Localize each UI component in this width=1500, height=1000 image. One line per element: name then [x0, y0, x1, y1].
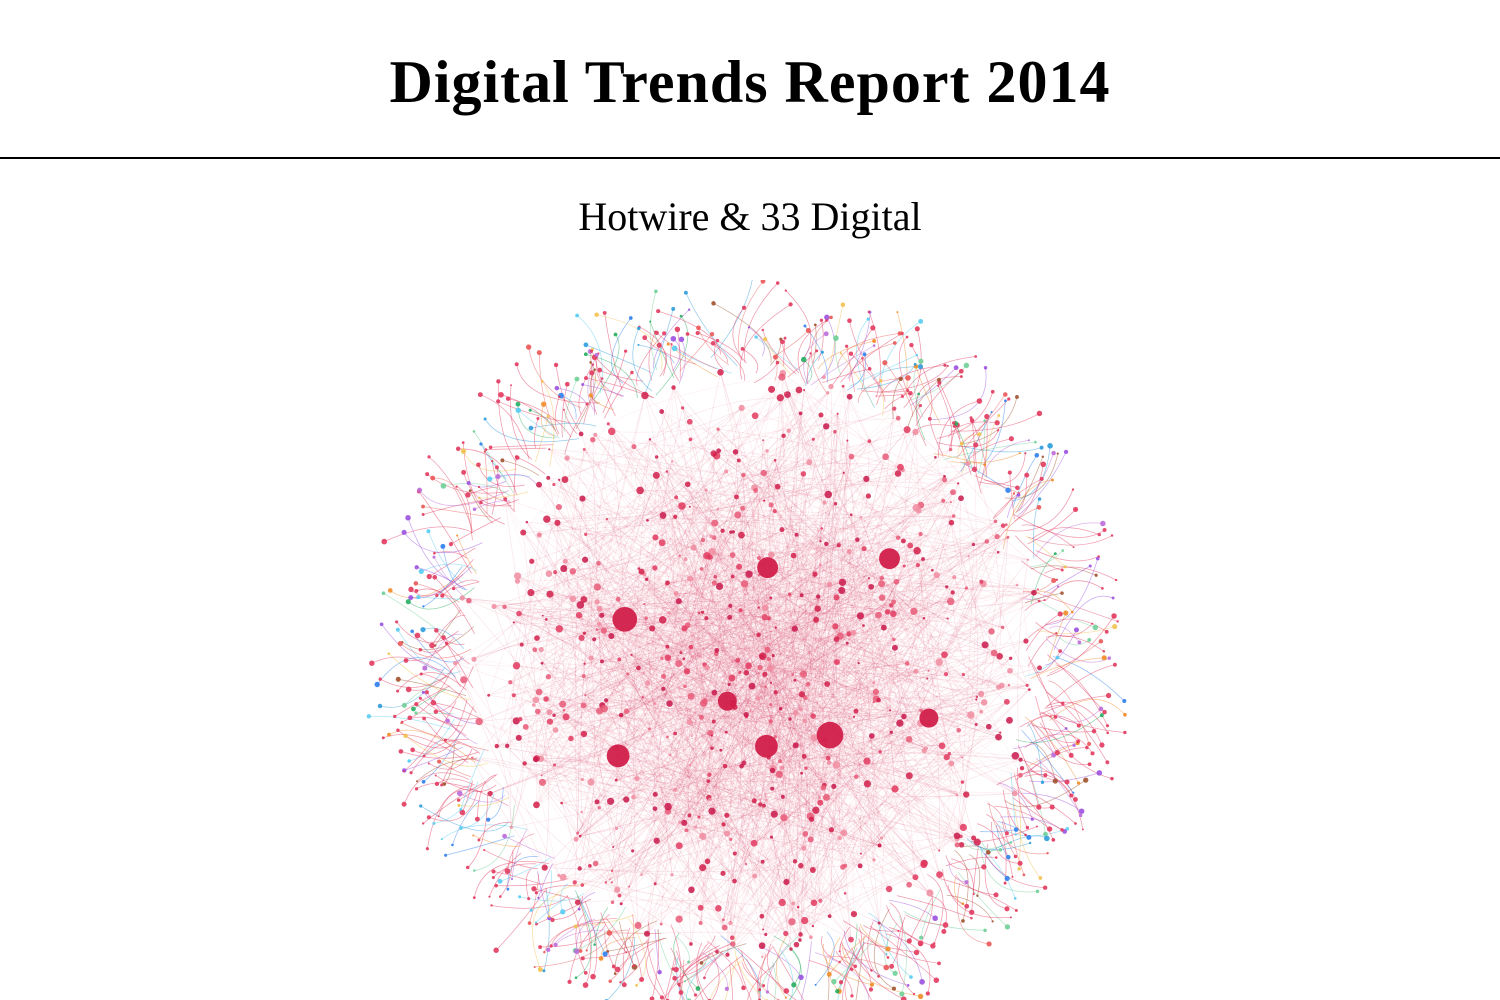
report-cover-page: Digital Trends Report 2014 Hotwire & 33 …: [0, 40, 1500, 1000]
report-title: Digital Trends Report 2014: [0, 40, 1500, 117]
title-divider: [0, 157, 1500, 159]
report-subtitle: Hotwire & 33 Digital: [0, 193, 1500, 240]
network-visualization-container: [0, 280, 1500, 1000]
network-graph: [340, 280, 1160, 1000]
